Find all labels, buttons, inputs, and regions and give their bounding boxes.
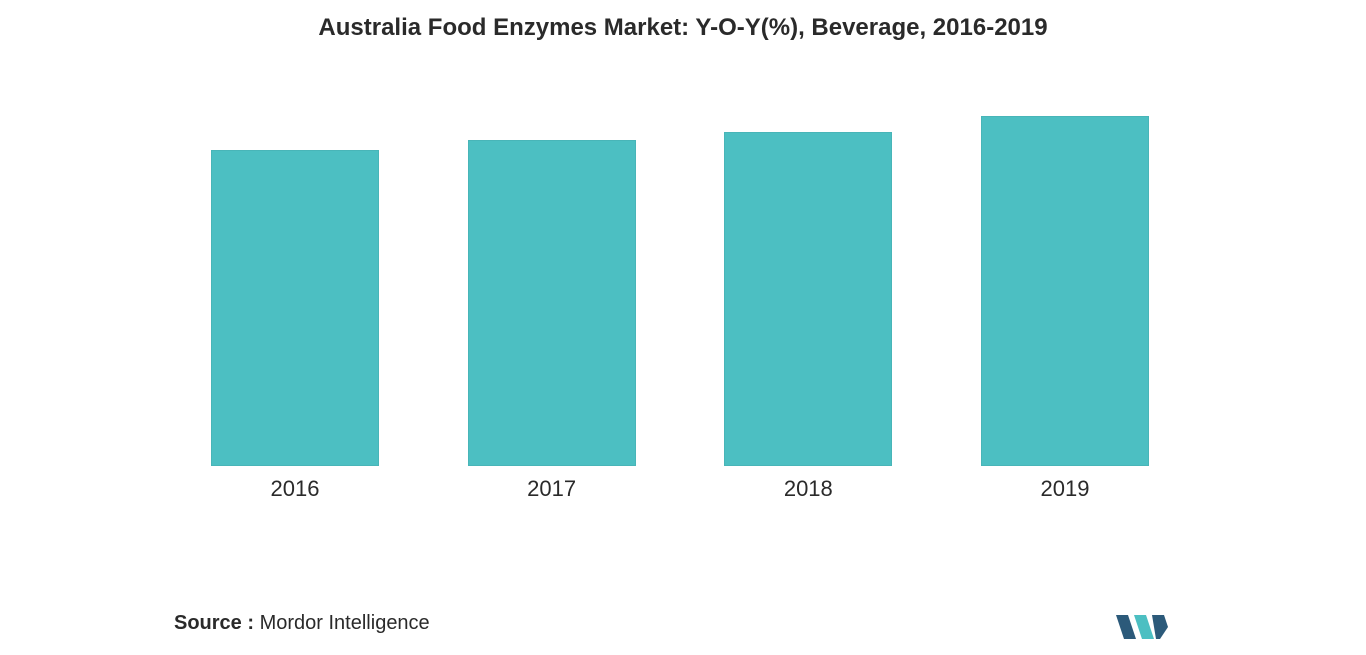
bar-label-3: 2019 <box>1040 476 1089 502</box>
chart-title: Australia Food Enzymes Market: Y-O-Y(%),… <box>0 0 1366 52</box>
source-value: Mordor Intelligence <box>260 612 430 634</box>
source-label: Source : <box>174 612 254 634</box>
chart-area: 2016 2017 2018 2019 <box>200 82 1160 502</box>
bar-3 <box>981 116 1149 466</box>
bar-label-2: 2018 <box>784 476 833 502</box>
bar-0 <box>211 150 379 466</box>
bar-label-0: 2016 <box>271 476 320 502</box>
bars-container: 2016 2017 2018 2019 <box>200 82 1160 502</box>
bar-2 <box>724 132 892 466</box>
bar-wrapper-3: 2019 <box>980 116 1150 502</box>
mordor-logo <box>1114 611 1170 643</box>
source-line: Source : Mordor Intelligence <box>174 612 430 635</box>
bar-1 <box>468 140 636 466</box>
bar-wrapper-0: 2016 <box>210 150 380 502</box>
bar-wrapper-2: 2018 <box>723 132 893 502</box>
bar-label-1: 2017 <box>527 476 576 502</box>
bar-wrapper-1: 2017 <box>467 140 637 502</box>
